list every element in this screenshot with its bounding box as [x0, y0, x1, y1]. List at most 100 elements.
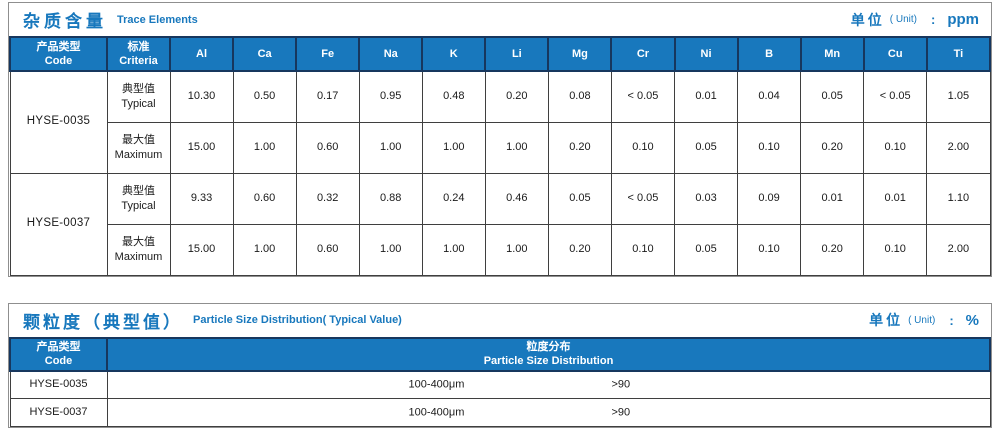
value-cell: 0.60: [232, 172, 297, 225]
value-cell: 0.88: [358, 172, 423, 225]
col-header-distribution-zh: 粒度分布: [526, 340, 571, 353]
value-cell: 1.00: [232, 223, 297, 276]
value-cell: 15.00: [169, 121, 234, 174]
trace-elements-titlebar: 杂质含量 Trace Elements 单位 ( Unit) : ppm: [9, 3, 991, 36]
col-header-element: Al: [168, 36, 235, 72]
col-header-element: Cu: [862, 36, 928, 72]
value-cell: 0.05: [800, 70, 865, 123]
table-row: 最大值 Maximum 15.00 1.00 0.60 1.00 1.00 1.…: [10, 223, 991, 276]
value-cell: 0.60: [295, 223, 360, 276]
value-cell: 0.10: [610, 223, 676, 276]
col-header-element: B: [736, 36, 802, 72]
value-cell: 0.03: [673, 172, 739, 225]
criteria-en: Maximum: [114, 148, 163, 161]
value-cell: 9.33: [169, 172, 234, 225]
size-percentage: >90: [611, 406, 631, 419]
col-header-element: Cr: [610, 36, 676, 72]
section-title-zh: 颗粒度（典型值）: [23, 312, 183, 332]
trace-elements-section: 杂质含量 Trace Elements 单位 ( Unit) : ppm 产品类…: [8, 2, 992, 277]
col-header-distribution-en: Particle Size Distribution: [483, 355, 614, 367]
value-cell: < 0.05: [863, 70, 928, 123]
value-cell: 0.50: [232, 70, 297, 123]
col-header-code-zh: 产品类型: [36, 40, 81, 53]
col-header-element: Fe: [295, 36, 361, 72]
product-code: HYSE-0035: [9, 70, 108, 174]
col-header-criteria-zh: 标准: [127, 40, 150, 53]
product-code: HYSE-0035: [9, 370, 108, 399]
col-header-element: Ca: [232, 36, 298, 72]
value-cell: 0.05: [673, 223, 739, 276]
unit-en: ( Unit): [889, 14, 917, 25]
value-cell: 0.95: [358, 70, 423, 123]
section-title-en: Particle Size Distribution( Typical Valu…: [193, 314, 402, 326]
table-row: 最大值 Maximum 15.00 1.00 0.60 1.00 1.00 1.…: [10, 121, 991, 174]
header-row: 产品类型 Code 粒度分布 Particle Size Distributio…: [9, 336, 991, 372]
unit-en: ( Unit): [908, 314, 936, 326]
size-range: 100-400μm: [408, 406, 465, 419]
unit-zh: 单位: [869, 312, 904, 328]
value-cell: 0.20: [547, 121, 612, 174]
size-range: 100-400μm: [408, 378, 465, 391]
value-cell: 1.00: [358, 121, 423, 174]
value-cell: 0.08: [547, 70, 612, 123]
section-title-zh: 杂质含量: [23, 12, 107, 31]
criteria-en: Typical: [121, 199, 156, 212]
col-header-code-en: Code: [44, 55, 73, 67]
col-header-element: Na: [358, 36, 424, 72]
particle-size-table: 产品类型 Code 粒度分布 Particle Size Distributio…: [9, 336, 991, 427]
value-cell: 0.10: [863, 121, 928, 174]
value-cell: 0.09: [737, 172, 802, 225]
trace-elements-table: 产品类型 Code 标准 Criteria Al Ca Fe Na K Li M…: [9, 36, 992, 276]
col-header-element: Mg: [547, 36, 613, 72]
value-cell: 0.46: [484, 172, 549, 225]
value-cell: 0.01: [673, 70, 739, 123]
value-cell: 1.00: [421, 121, 486, 174]
value-cell: 0.24: [421, 172, 486, 225]
unit-zh: 单位: [850, 11, 885, 28]
col-header-element: Ni: [673, 36, 739, 72]
unit-colon: :: [949, 312, 954, 328]
unit-value: ppm: [947, 11, 979, 28]
value-cell: < 0.05: [610, 172, 676, 225]
value-cell: 0.01: [800, 172, 865, 225]
col-header-element: Ti: [925, 36, 992, 72]
value-cell: 0.32: [295, 172, 360, 225]
value-cell: 0.04: [737, 70, 802, 123]
value-cell: 0.05: [673, 121, 739, 174]
value-cell: 1.10: [926, 172, 991, 225]
distribution-cell: 100-400μm >90: [106, 398, 991, 427]
size-percentage: >90: [611, 378, 631, 391]
unit-label: 单位 ( Unit) : ppm: [851, 10, 979, 30]
value-cell: 0.20: [800, 223, 865, 276]
table-row: HYSE-0035 100-400μm >90: [9, 370, 991, 399]
distribution-cell: 100-400μm >90: [106, 370, 991, 399]
col-header-code: 产品类型 Code: [9, 36, 108, 72]
col-header-code: 产品类型 Code: [9, 336, 108, 372]
criteria-zh: 最大值: [122, 133, 155, 146]
unit-colon: :: [930, 12, 936, 27]
col-header-code-en: Code: [44, 355, 73, 367]
col-header-element: K: [421, 36, 487, 72]
value-cell: 0.20: [547, 223, 612, 276]
col-header-distribution: 粒度分布 Particle Size Distribution: [106, 336, 991, 372]
value-cell: 0.48: [421, 70, 486, 123]
criteria-cell: 最大值 Maximum: [106, 223, 171, 276]
value-cell: 10.30: [169, 70, 234, 123]
criteria-en: Typical: [121, 97, 156, 110]
value-cell: 0.10: [610, 121, 676, 174]
value-cell: 2.00: [926, 223, 991, 276]
criteria-zh: 典型值: [122, 82, 155, 95]
value-cell: 0.17: [295, 70, 360, 123]
product-code: HYSE-0037: [9, 172, 108, 276]
table-row: HYSE-0037 100-400μm >90: [9, 398, 991, 427]
criteria-zh: 典型值: [122, 184, 155, 197]
value-cell: 15.00: [169, 223, 234, 276]
header-row: 产品类型 Code 标准 Criteria Al Ca Fe Na K Li M…: [9, 36, 992, 72]
value-cell: 0.20: [484, 70, 549, 123]
section-title-en: Trace Elements: [117, 13, 198, 26]
col-header-code-zh: 产品类型: [36, 340, 81, 353]
unit-value: %: [965, 311, 979, 329]
value-cell: 0.10: [863, 223, 928, 276]
value-cell: 0.10: [737, 121, 802, 174]
